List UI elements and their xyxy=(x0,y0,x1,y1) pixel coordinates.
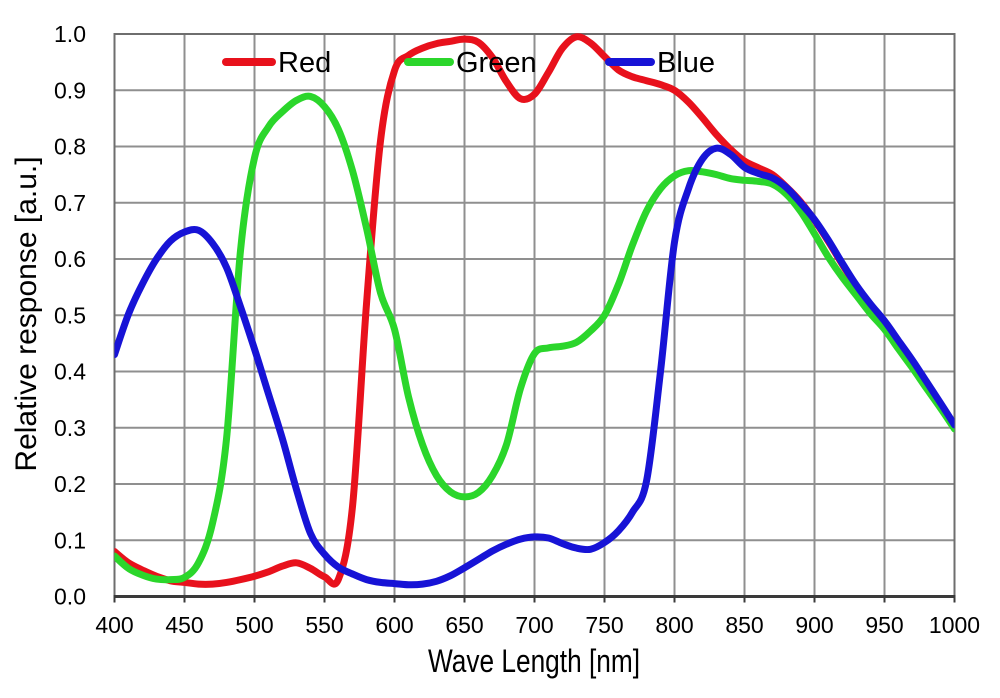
x-tick-label: 800 xyxy=(655,612,693,638)
axis-layer xyxy=(113,595,956,603)
y-axis-title: Relative response [a.u.] xyxy=(10,156,43,471)
y-tick-label: 0.9 xyxy=(54,77,86,103)
green-series-line xyxy=(114,92,955,584)
blue-series-line xyxy=(114,144,955,589)
legend-label-green: Green xyxy=(456,47,537,79)
x-tick-label: 450 xyxy=(165,612,203,638)
y-tick-label: 0.0 xyxy=(54,584,86,610)
x-tick-label: 850 xyxy=(725,612,763,638)
x-tick-label: 400 xyxy=(95,612,133,638)
y-tick-label: 0.5 xyxy=(54,302,86,328)
x-tick-label: 750 xyxy=(585,612,623,638)
x-tick-label: 700 xyxy=(515,612,553,638)
y-tick-label: 0.4 xyxy=(54,359,86,385)
x-tick-label: 1000 xyxy=(929,612,980,638)
x-tick-label: 950 xyxy=(865,612,903,638)
y-tick-label: 0.1 xyxy=(54,527,86,553)
y-tick-label: 1.0 xyxy=(54,21,86,47)
legend-label-red: Red xyxy=(278,47,331,79)
y-tick-label: 0.3 xyxy=(54,415,86,441)
y-tick-label: 0.2 xyxy=(54,471,86,497)
tick-label-layer: 400 450 500 550 600 650 700 750 800 850 900 950 1000… xyxy=(54,21,980,638)
y-tick-label: 0.7 xyxy=(54,190,86,216)
x-tick-label: 600 xyxy=(375,612,413,638)
legend: Red Green Blue xyxy=(222,47,715,79)
legend-label-blue: Blue xyxy=(657,47,715,79)
y-tick-label: 0.6 xyxy=(54,246,86,272)
x-tick-label: 550 xyxy=(305,612,343,638)
x-axis-title: Wave Length [nm] xyxy=(428,643,640,679)
x-tick-label: 650 xyxy=(445,612,483,638)
x-tick-label: 900 xyxy=(795,612,833,638)
series-layer xyxy=(114,33,955,589)
x-tick-label: 500 xyxy=(235,612,273,638)
y-tick-label: 0.8 xyxy=(54,134,86,160)
